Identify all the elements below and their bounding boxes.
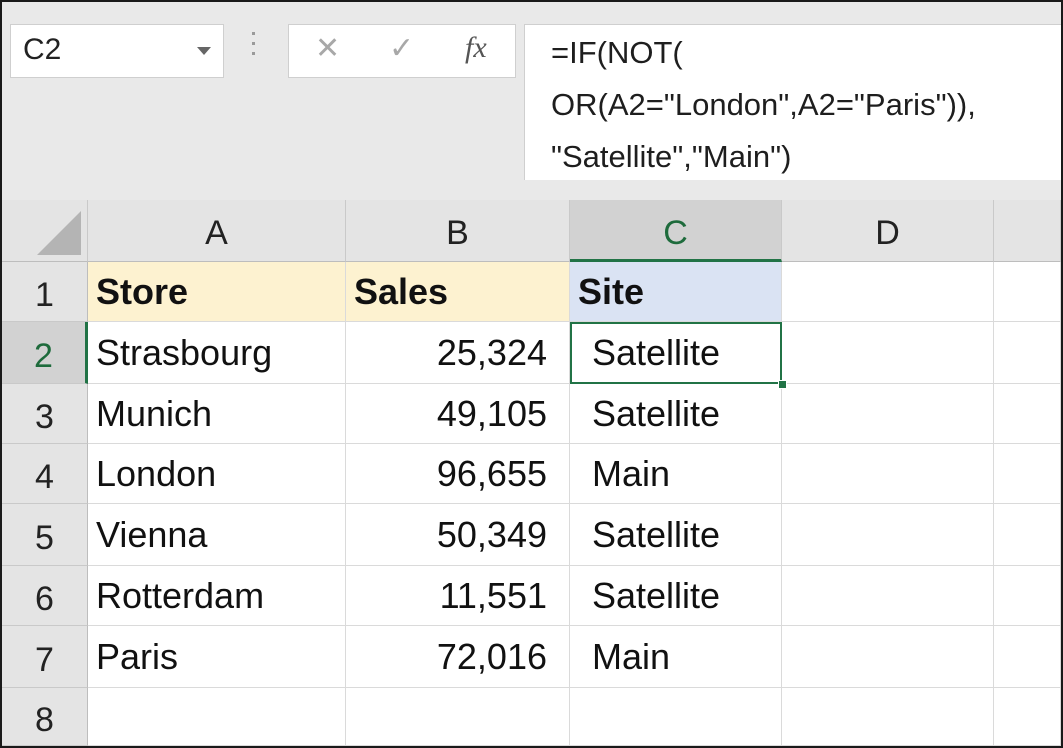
row-header-7[interactable]: 7 — [2, 626, 88, 688]
insert-function-icon[interactable]: fx — [465, 31, 487, 64]
cell-a1[interactable]: Store — [88, 262, 346, 322]
row-header-3[interactable]: 3 — [2, 384, 88, 444]
active-cell-border — [570, 322, 782, 384]
cell-d7[interactable] — [782, 626, 994, 688]
cell-a8[interactable] — [88, 688, 346, 746]
cell-e4[interactable] — [994, 444, 1061, 504]
cell-text: Rotterdam — [96, 574, 265, 616]
cell-a4[interactable]: London — [88, 444, 346, 504]
cell-text: 25,324 — [436, 331, 547, 373]
cell-a2[interactable]: Strasbourg — [88, 322, 346, 384]
row-header-1[interactable]: 1 — [2, 262, 88, 322]
cancel-icon[interactable]: ✕ — [315, 32, 341, 65]
row-header-8[interactable]: 8 — [2, 688, 88, 746]
cell-c7[interactable]: Main — [570, 626, 782, 688]
cell-text: Satellite — [592, 331, 721, 373]
column-header-b[interactable]: B — [346, 200, 570, 262]
row-header-4[interactable]: 4 — [2, 444, 88, 504]
cell-d3[interactable] — [782, 384, 994, 444]
name-box[interactable]: C2 — [10, 24, 224, 78]
cell-c4[interactable]: Main — [570, 444, 782, 504]
cell-e1[interactable] — [994, 262, 1061, 322]
cell-e8[interactable] — [994, 688, 1061, 746]
cell-text: Main — [592, 452, 671, 494]
cell-a6[interactable]: Rotterdam — [88, 566, 346, 626]
cell-e2[interactable] — [994, 322, 1061, 384]
formula-bar: C2 ✕ ✓ fx =IF(NOT( OR(A2="London",A2="Pa… — [2, 2, 1061, 200]
cell-text: Sales — [354, 270, 449, 312]
cell-c6[interactable]: Satellite — [570, 566, 782, 626]
cell-text: Satellite — [592, 392, 721, 434]
cell-a7[interactable]: Paris — [88, 626, 346, 688]
cell-c5[interactable]: Satellite — [570, 504, 782, 566]
select-all-icon — [37, 211, 81, 255]
cell-d1[interactable] — [782, 262, 994, 322]
cell-text: 96,655 — [436, 452, 547, 494]
cell-text: Munich — [96, 392, 213, 434]
name-box-value: C2 — [23, 33, 62, 66]
cell-text: Store — [96, 270, 189, 312]
enter-icon[interactable]: ✓ — [389, 32, 415, 65]
cell-text: Vienna — [96, 513, 208, 555]
formula-line-1: =IF(NOT( — [551, 35, 683, 70]
cell-text: Site — [578, 270, 645, 312]
cell-text: 50,349 — [436, 513, 547, 555]
formula-line-3: "Satellite","Main") — [551, 139, 792, 174]
cell-d6[interactable] — [782, 566, 994, 626]
cell-e7[interactable] — [994, 626, 1061, 688]
cell-b7[interactable]: 72,016 — [346, 626, 570, 688]
cell-d8[interactable] — [782, 688, 994, 746]
cell-a5[interactable]: Vienna — [88, 504, 346, 566]
cell-text: Satellite — [592, 574, 721, 616]
cell-e3[interactable] — [994, 384, 1061, 444]
cell-c3[interactable]: Satellite — [570, 384, 782, 444]
cell-text: Main — [592, 635, 671, 677]
cell-b3[interactable]: 49,105 — [346, 384, 570, 444]
cell-d2[interactable] — [782, 322, 994, 384]
cell-b6[interactable]: 11,551 — [346, 566, 570, 626]
cell-e6[interactable] — [994, 566, 1061, 626]
cell-c1[interactable]: Site — [570, 262, 782, 322]
cell-text: 11,551 — [439, 574, 547, 616]
cell-b8[interactable] — [346, 688, 570, 746]
cell-text: Paris — [96, 635, 179, 677]
select-all-button[interactable] — [2, 200, 88, 262]
cell-b5[interactable]: 50,349 — [346, 504, 570, 566]
cell-d5[interactable] — [782, 504, 994, 566]
row-header-2[interactable]: 2 — [2, 322, 88, 384]
cell-c8[interactable] — [570, 688, 782, 746]
column-header-a[interactable]: A — [88, 200, 346, 262]
cell-b1[interactable]: Sales — [346, 262, 570, 322]
cell-a3[interactable]: Munich — [88, 384, 346, 444]
grip-dots-icon[interactable] — [250, 32, 256, 72]
cell-text: 72,016 — [436, 635, 547, 677]
cell-e5[interactable] — [994, 504, 1061, 566]
cell-text: 49,105 — [436, 392, 547, 434]
formula-buttons: ✕ ✓ fx — [288, 24, 516, 78]
column-header-e[interactable] — [994, 200, 1061, 262]
column-header-d[interactable]: D — [782, 200, 994, 262]
formula-input[interactable]: =IF(NOT( OR(A2="London",A2="Paris")), "S… — [524, 24, 1061, 180]
column-header-c[interactable]: C — [570, 200, 782, 262]
cell-text: Strasbourg — [96, 331, 273, 373]
row-header-6[interactable]: 6 — [2, 566, 88, 626]
cell-d4[interactable] — [782, 444, 994, 504]
cell-b2[interactable]: 25,324 — [346, 322, 570, 384]
cell-text: London — [96, 452, 217, 494]
row-header-5[interactable]: 5 — [2, 504, 88, 566]
cell-b4[interactable]: 96,655 — [346, 444, 570, 504]
formula-line-2: OR(A2="London",A2="Paris")), — [551, 87, 976, 122]
dropdown-arrow-icon[interactable] — [197, 47, 211, 55]
fill-handle[interactable] — [778, 380, 787, 389]
cell-text: Satellite — [592, 513, 721, 555]
